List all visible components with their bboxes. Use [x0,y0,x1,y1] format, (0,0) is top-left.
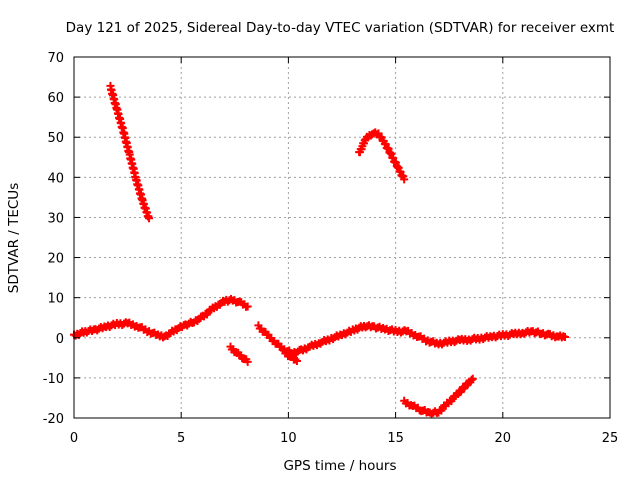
data-layer [70,81,569,419]
series-seg-short-neg [226,342,252,366]
data-point [400,175,409,184]
grid-layer [74,57,610,418]
data-point [468,374,477,383]
x-tick-label: 0 [70,431,78,446]
series-seg-main-1 [70,294,252,342]
tick-layer: 0 5 10 15 20 25 -20 -10 0 10 20 30 40 50 60 70 [43,51,619,446]
x-axis-label: GPS time / hours [283,458,396,474]
x-tick-label: 10 [280,431,297,446]
y-axis-label: SDTVAR / TECUs [6,183,22,293]
series-seg-late-neg [280,346,301,366]
data-point [291,355,300,364]
series-seg-low [400,374,477,419]
data-point [145,214,154,223]
series-seg-main-2 [254,321,569,358]
series-seg-high-2 [355,128,409,184]
y-tick-label: 10 [47,292,64,307]
x-tick-label: 15 [387,431,404,446]
y-tick-label: 60 [47,91,64,106]
x-tick-label: 25 [602,431,619,446]
y-tick-label: 40 [47,171,64,186]
data-point [560,332,569,341]
data-point [243,302,252,311]
x-tick-label: 5 [177,431,185,446]
chart-title: Day 121 of 2025, Sidereal Day-to-day VTE… [66,20,615,36]
y-tick-label: 70 [47,51,64,66]
y-tick-label: 30 [47,211,64,226]
x-tick-label: 20 [495,431,512,446]
series-seg-high-1 [106,81,154,223]
y-tick-label: -10 [43,372,64,387]
plot-frame [73,56,611,419]
y-tick-label: 50 [47,131,64,146]
y-tick-label: 0 [56,332,64,347]
data-point [243,357,252,366]
data-point [292,357,301,366]
data-point [467,375,476,384]
y-tick-label: 20 [47,252,64,267]
y-tick-label: -20 [43,412,64,427]
